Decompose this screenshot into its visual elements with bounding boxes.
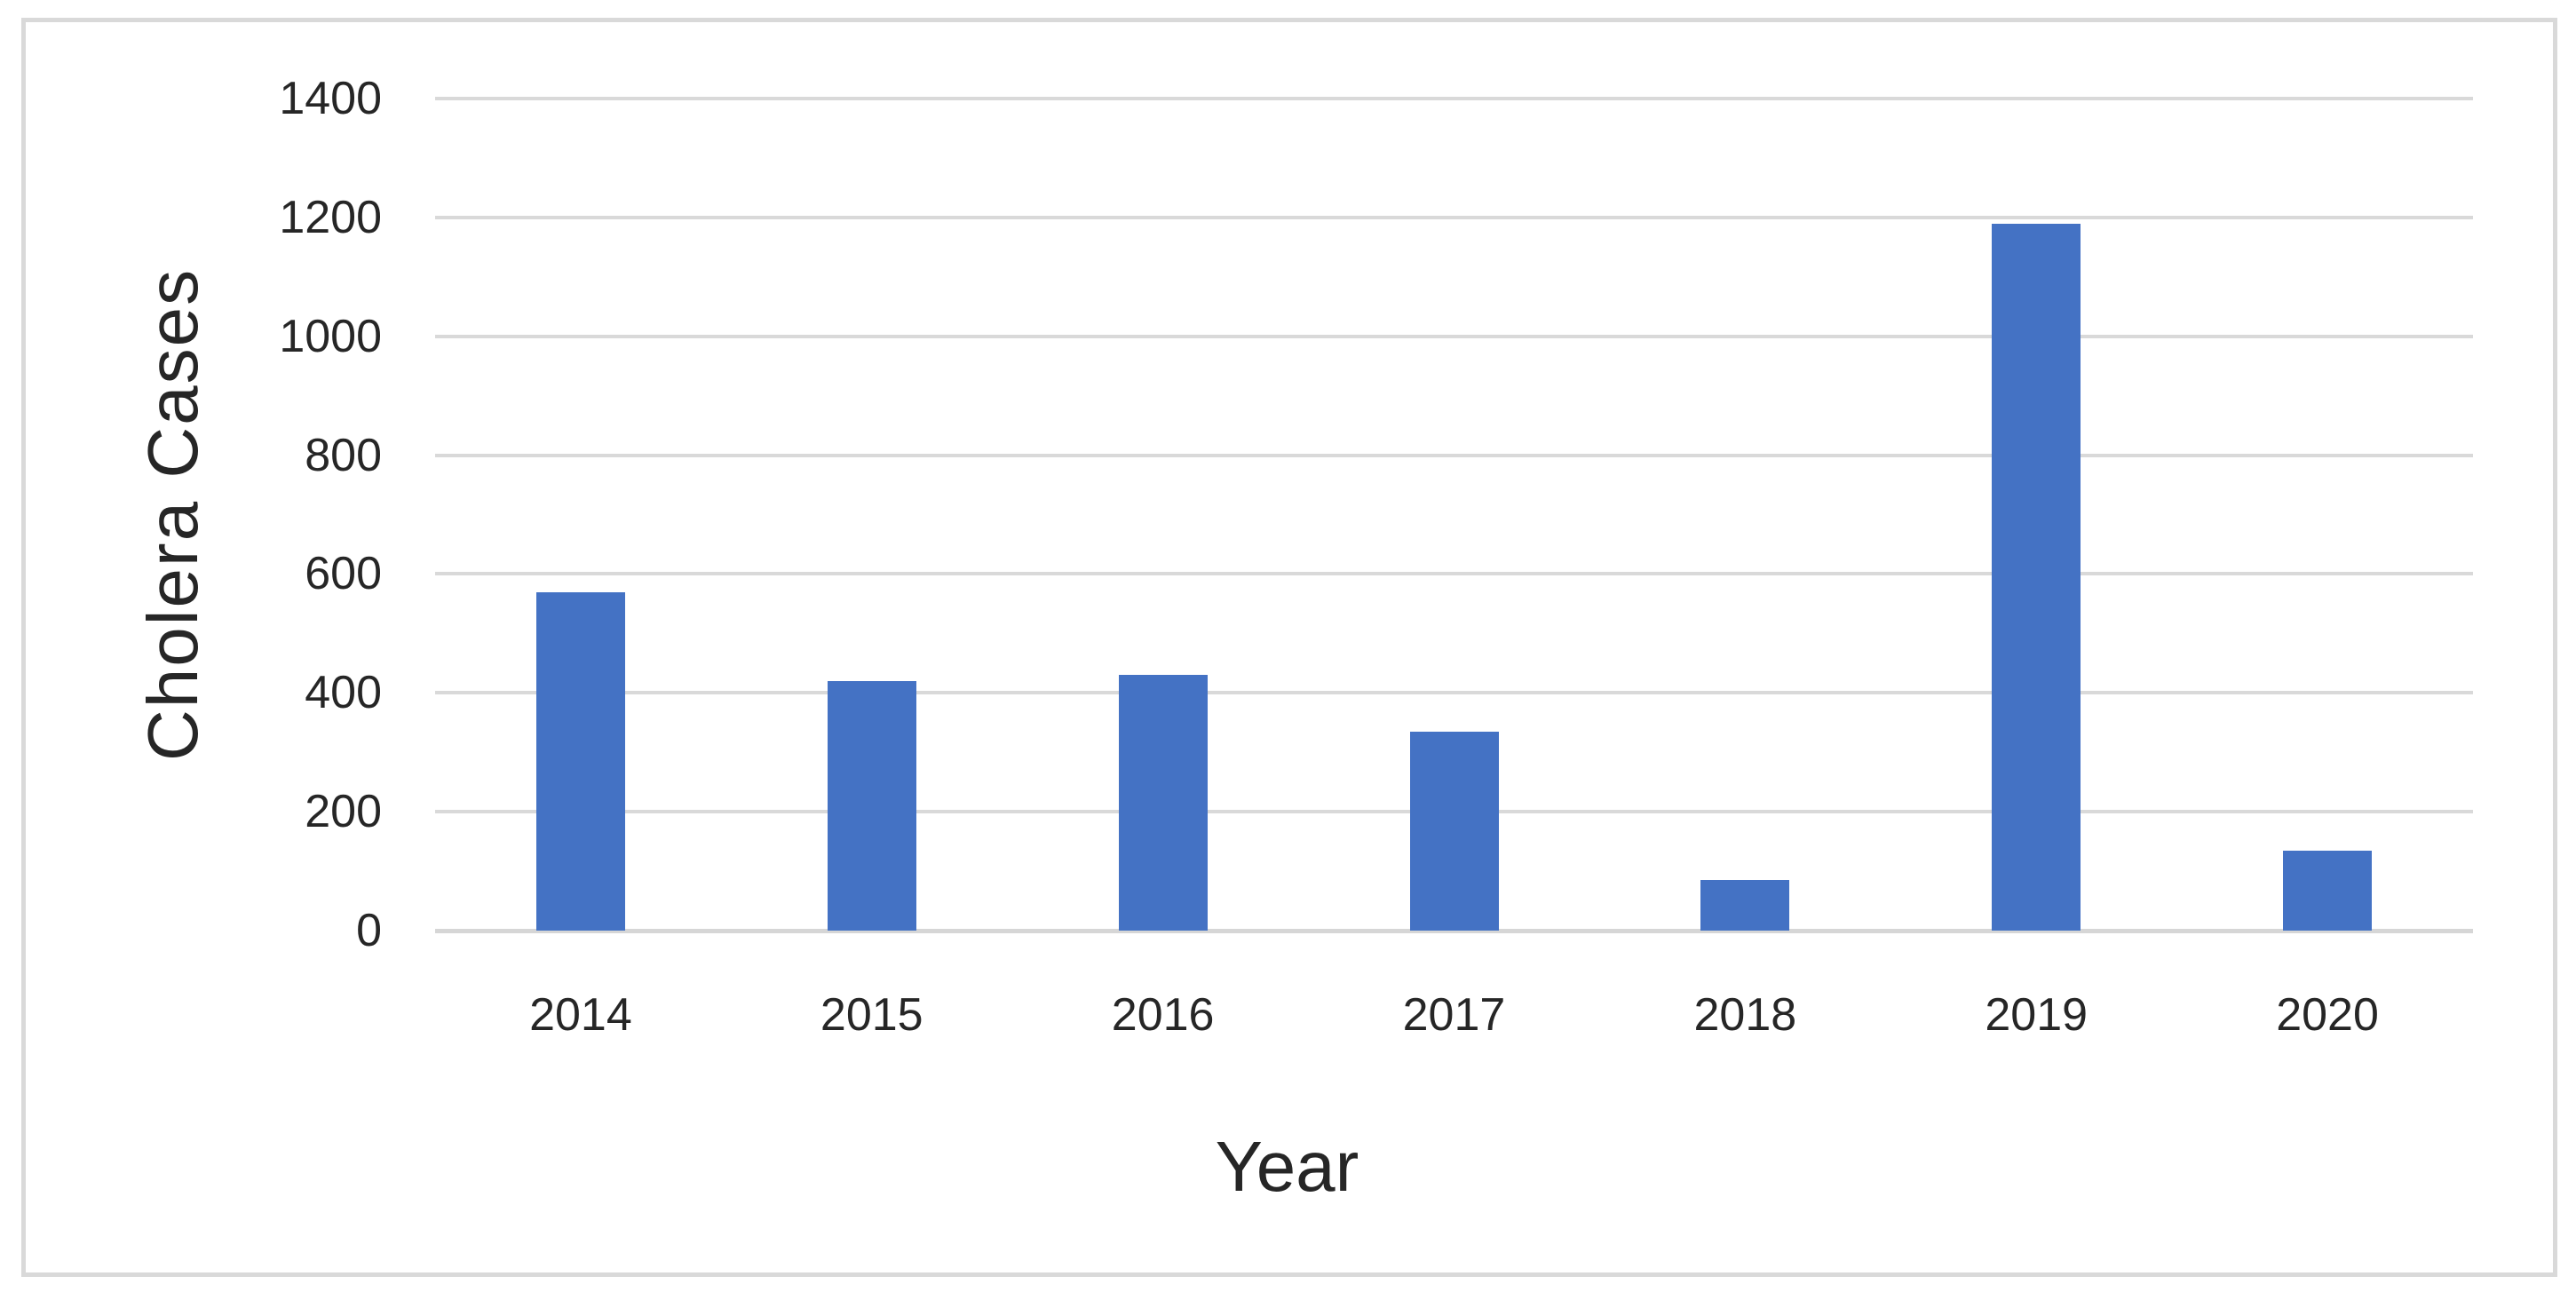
- x-tick-label-2018: 2018: [1693, 989, 1797, 1041]
- y-tick-label-400: 400: [305, 667, 382, 719]
- bar-2018: [1700, 880, 1790, 931]
- gridline-400: [435, 691, 2473, 695]
- gridline-1400: [435, 97, 2473, 100]
- gridline-1000: [435, 334, 2473, 338]
- y-tick-label-200: 200: [305, 786, 382, 838]
- bar-2016: [1118, 675, 1208, 931]
- x-tick-label-2016: 2016: [1111, 989, 1215, 1041]
- chart-border: [21, 18, 2557, 1277]
- plot-area: [435, 97, 2473, 933]
- y-tick-label-600: 600: [305, 548, 382, 600]
- bar-2015: [827, 680, 916, 931]
- gridline-600: [435, 572, 2473, 576]
- y-tick-label-1000: 1000: [279, 310, 382, 362]
- x-tick-label-2019: 2019: [1985, 989, 2089, 1041]
- gridline-800: [435, 453, 2473, 457]
- y-tick-label-1200: 1200: [279, 191, 382, 243]
- x-tick-label-2017: 2017: [1402, 989, 1506, 1041]
- x-axis-line: [435, 928, 2473, 933]
- gridline-1200: [435, 215, 2473, 219]
- x-tick-label-2020: 2020: [2276, 989, 2379, 1041]
- y-tick-label-0: 0: [356, 905, 382, 956]
- y-tick-label-800: 800: [305, 429, 382, 481]
- x-tick-label-2015: 2015: [820, 989, 923, 1041]
- bar-2019: [1992, 223, 2081, 931]
- bar-2014: [535, 591, 625, 931]
- y-tick-label-1400: 1400: [279, 73, 382, 124]
- x-tick-label-2014: 2014: [529, 989, 632, 1041]
- bar-2017: [1409, 731, 1499, 931]
- x-axis-title: Year: [1215, 1127, 1359, 1206]
- bar-2020: [2283, 850, 2373, 931]
